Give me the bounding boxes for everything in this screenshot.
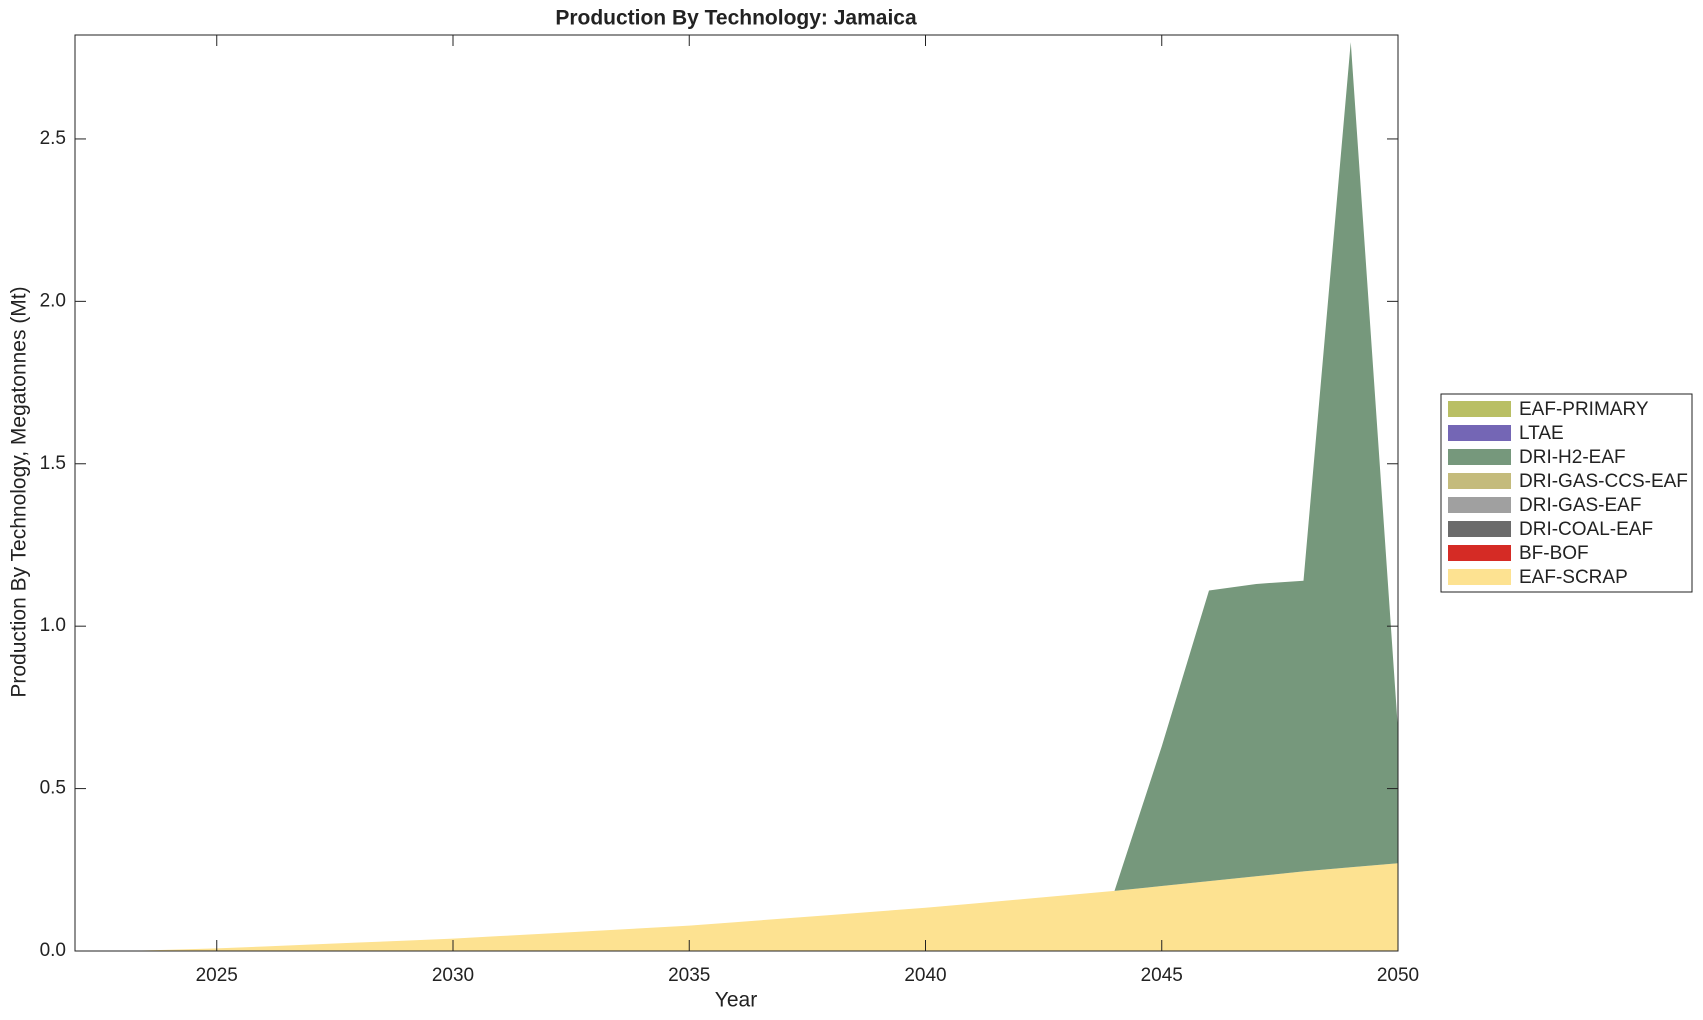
legend-swatch (1448, 425, 1511, 441)
legend-label: EAF-PRIMARY (1519, 399, 1649, 420)
area (75, 42, 1398, 951)
legend-label: LTAE (1519, 423, 1564, 444)
legend-label: DRI-GAS-CCS-EAF (1519, 471, 1688, 492)
y-axis-label: Production By Technology, Megatonnes (Mt… (8, 286, 31, 697)
legend-label: DRI-GAS-EAF (1519, 495, 1641, 516)
x-tick-label: 2030 (432, 965, 474, 986)
x-tick-label: 2040 (904, 965, 946, 986)
y-tick-label: 0.0 (40, 940, 66, 961)
y-tick-label: 1.5 (40, 453, 66, 474)
x-tick-label: 2025 (196, 965, 238, 986)
area (75, 863, 1398, 951)
legend-swatch (1448, 497, 1511, 513)
legend-swatch (1448, 569, 1511, 585)
y-tick-label: 0.5 (40, 778, 66, 799)
legend-label: EAF-SCRAP (1519, 567, 1628, 588)
legend-swatch (1448, 545, 1511, 561)
x-tick-label: 2050 (1377, 965, 1419, 986)
chart-title: Production By Technology: Jamaica (555, 7, 917, 30)
legend-swatch (1448, 401, 1511, 417)
x-tick-label: 2045 (1141, 965, 1183, 986)
plot-frame (74, 34, 1399, 952)
legend-label: BF-BOF (1519, 543, 1589, 564)
y-tick-label: 1.0 (40, 615, 66, 636)
y-tick-label: 2.0 (40, 290, 66, 311)
x-tick-label: 2035 (668, 965, 710, 986)
legend-swatch (1448, 473, 1511, 489)
y-tick-label: 2.5 (40, 128, 66, 149)
legend-swatch (1448, 521, 1511, 537)
x-axis-label: Year (715, 989, 757, 1012)
legend-swatch (1448, 449, 1511, 465)
legend-label: DRI-COAL-EAF (1519, 519, 1653, 540)
legend-label: DRI-H2-EAF (1519, 447, 1626, 468)
